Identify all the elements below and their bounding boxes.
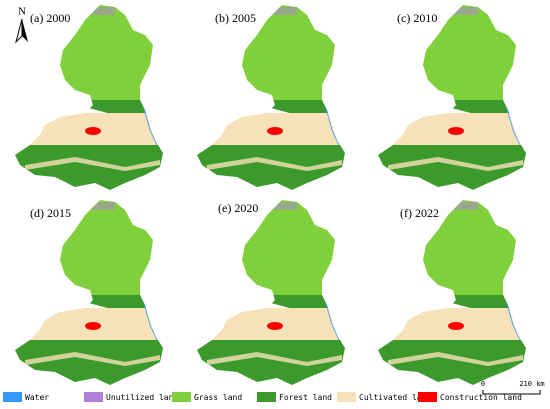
map-panel [15,200,163,385]
forest-south [378,340,526,385]
unutilized-area [438,202,478,210]
forest-patch [15,129,163,147]
panel-label: (b) 2005 [215,11,256,25]
map-panel [378,200,526,385]
water-line [505,299,521,341]
legend-label: Cultivated land [359,393,431,402]
map-panel [197,200,345,385]
water-line [505,104,521,146]
forest-patch [15,324,163,342]
north-label: N [18,6,26,18]
scale-end: 210 km [519,380,544,388]
legend-label: Water [25,393,49,402]
forest-patch [378,129,526,147]
unutilized-area [257,7,297,15]
forest-area [197,295,345,310]
construction-area [448,322,464,330]
cultivated-strip [388,352,523,366]
forest-patch [378,324,526,342]
water-line [142,299,158,341]
forest-area [197,100,345,115]
forest-south [15,145,163,190]
forest-south [197,340,345,385]
north-arrow: N [15,6,28,44]
map-panel [197,5,345,190]
forest-south [378,145,526,190]
land-use-map [15,5,163,190]
legend-swatch [337,392,356,402]
unutilized-area [75,202,115,210]
land-use-map [15,200,163,385]
unutilized-area [257,202,297,210]
unutilized-area [438,7,478,15]
panel-label: (d) 2015 [30,206,71,220]
forest-area [378,100,526,115]
legend-swatch [418,392,437,402]
panel-label: (f) 2022 [400,206,439,220]
panel-label: (c) 2010 [397,11,437,25]
legend-swatch [3,392,22,402]
map-panel [378,5,526,190]
construction-area [85,322,101,330]
forest-area [378,295,526,310]
forest-south [197,145,345,190]
panel-label: (e) 2020 [218,201,258,215]
land-use-map [378,200,526,385]
cultivated-strip [388,157,523,171]
cultivated-strip [207,157,342,171]
unutilized-area [75,7,115,15]
construction-area [267,322,283,330]
cultivated-strip [25,157,160,171]
legend-label: Grass land [194,393,242,402]
water-line [142,104,158,146]
panel-label: (a) 2000 [30,11,70,25]
legend-swatch [84,392,103,402]
grass-area [197,200,345,300]
forest-patch [197,129,345,147]
forest-south [15,340,163,385]
land-use-map [197,200,345,385]
forest-patch [197,324,345,342]
legend-swatch [172,392,191,402]
map-panel [15,5,163,190]
legend-label: Forest land [279,393,332,402]
legend-swatch [257,392,276,402]
legend-label: Unutilized land [106,393,178,402]
cultivated-strip [207,352,342,366]
water-line [324,104,340,146]
water-line [324,299,340,341]
construction-area [85,127,101,135]
construction-area [448,127,464,135]
land-use-map [378,5,526,190]
forest-area [15,100,163,115]
construction-area [267,127,283,135]
land-use-map [197,5,345,190]
scale-bar: 0 210 km [481,380,545,395]
legend-label: Construction land [440,393,522,402]
cultivated-strip [25,352,160,366]
forest-area [15,295,163,310]
scale-start: 0 [481,380,485,388]
